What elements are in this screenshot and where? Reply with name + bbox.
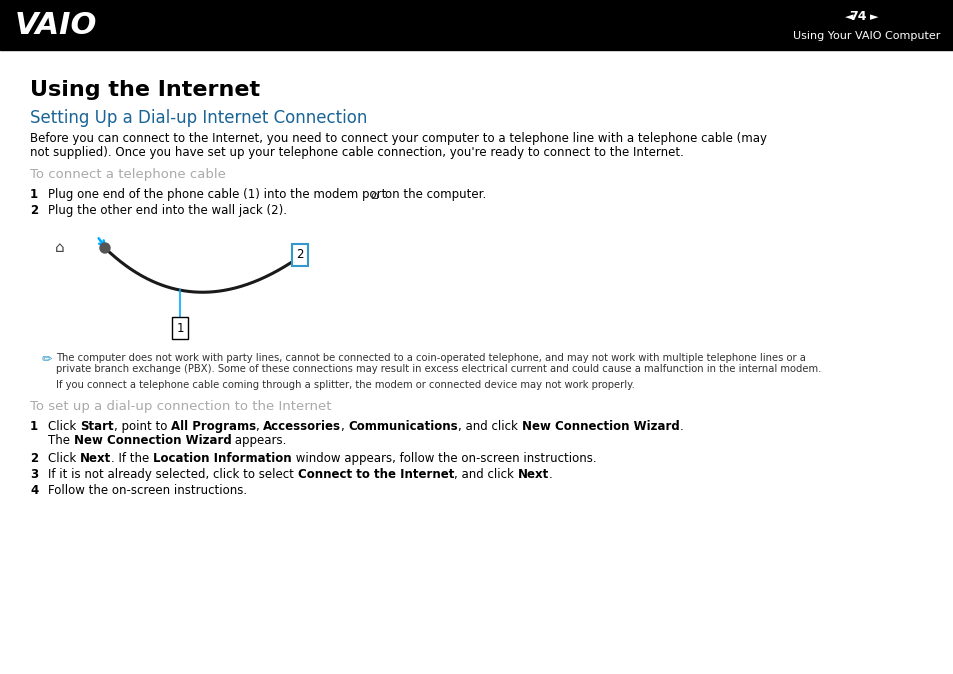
Text: To set up a dial-up connection to the Internet: To set up a dial-up connection to the In… [30, 400, 331, 413]
Text: ⌂: ⌂ [370, 189, 377, 202]
Text: 3: 3 [30, 468, 38, 481]
Text: All Programs: All Programs [171, 420, 255, 433]
Text: 1: 1 [30, 420, 38, 433]
Text: To connect a telephone cable: To connect a telephone cable [30, 168, 226, 181]
Text: Communications: Communications [349, 420, 458, 433]
Text: .: . [679, 420, 683, 433]
Text: ⌂: ⌂ [55, 241, 65, 255]
Text: , point to: , point to [113, 420, 171, 433]
Text: ◄: ◄ [844, 12, 853, 22]
Bar [0, 0, 953, 50]
Text: Accessories: Accessories [263, 420, 341, 433]
Text: 2: 2 [30, 452, 38, 465]
Text: Setting Up a Dial-up Internet Connection: Setting Up a Dial-up Internet Connection [30, 109, 367, 127]
Text: If you connect a telephone cable coming through a splitter, the modem or connect: If you connect a telephone cable coming … [56, 380, 634, 390]
Text: , and click: , and click [454, 468, 517, 481]
Text: not supplied). Once you have set up your telephone cable connection, you're read: not supplied). Once you have set up your… [30, 146, 683, 159]
Text: . If the: . If the [112, 452, 153, 465]
Text: ,: , [341, 420, 349, 433]
Text: 1: 1 [30, 188, 38, 201]
Text: VAIO: VAIO [15, 11, 97, 40]
Text: New Connection Wizard: New Connection Wizard [521, 420, 679, 433]
Text: Plug the other end into the wall jack (2).: Plug the other end into the wall jack (2… [48, 204, 287, 217]
Text: Using Your VAIO Computer: Using Your VAIO Computer [792, 31, 939, 41]
Text: Start: Start [80, 420, 113, 433]
Text: 74: 74 [848, 11, 866, 24]
Text: private branch exchange (PBX). Some of these connections may result in excess el: private branch exchange (PBX). Some of t… [56, 364, 821, 374]
Text: Follow the on-screen instructions.: Follow the on-screen instructions. [48, 484, 247, 497]
Text: 4: 4 [30, 484, 38, 497]
Text: Plug one end of the phone cable (1) into the modem port: Plug one end of the phone cable (1) into… [48, 188, 386, 201]
Text: Click: Click [48, 420, 80, 433]
Text: Next: Next [517, 468, 548, 481]
Text: Connect to the Internet: Connect to the Internet [297, 468, 454, 481]
Circle shape [100, 243, 110, 253]
Text: 2: 2 [296, 249, 303, 262]
Text: Location Information: Location Information [153, 452, 292, 465]
Text: ✏: ✏ [42, 353, 52, 366]
Text: Using the Internet: Using the Internet [30, 80, 260, 100]
Text: 2: 2 [30, 204, 38, 217]
Text: ,: , [255, 420, 263, 433]
Text: Click: Click [48, 452, 80, 465]
Text: Before you can connect to the Internet, you need to connect your computer to a t: Before you can connect to the Internet, … [30, 132, 766, 145]
Text: appears.: appears. [232, 434, 287, 447]
Text: If it is not already selected, click to select: If it is not already selected, click to … [48, 468, 297, 481]
Text: The: The [48, 434, 73, 447]
Text: , and click: , and click [458, 420, 521, 433]
Text: Next: Next [80, 452, 112, 465]
Text: The computer does not work with party lines, cannot be connected to a coin-opera: The computer does not work with party li… [56, 353, 805, 363]
Text: ►: ► [869, 12, 878, 22]
Text: window appears, follow the on-screen instructions.: window appears, follow the on-screen ins… [292, 452, 596, 465]
Text: .: . [548, 468, 552, 481]
Text: New Connection Wizard: New Connection Wizard [73, 434, 232, 447]
Text: 1: 1 [176, 321, 184, 334]
Text: on the computer.: on the computer. [385, 188, 486, 201]
